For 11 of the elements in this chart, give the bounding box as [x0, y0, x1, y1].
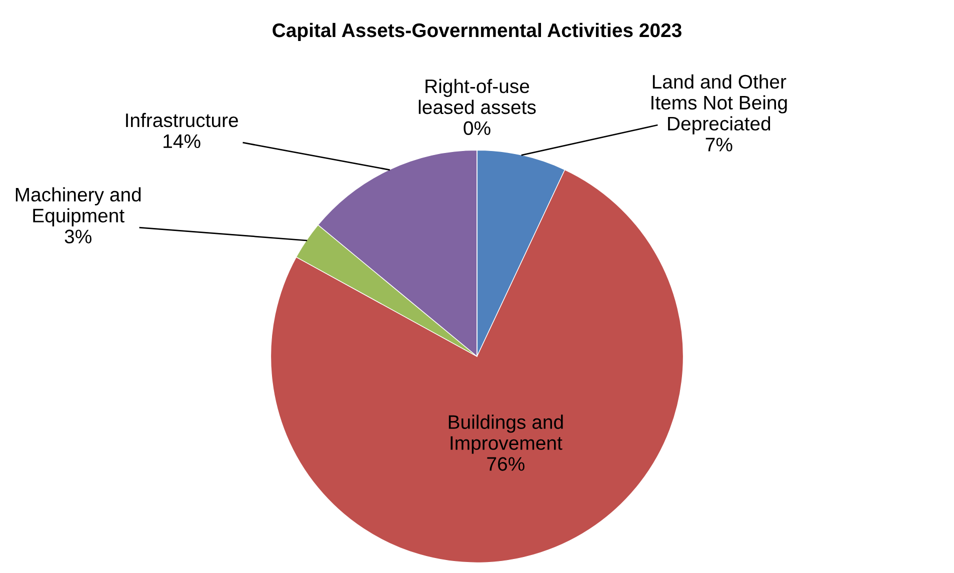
chart-title: Capital Assets-Governmental Activities 2023 [272, 22, 682, 42]
slice-label: Infrastructure [126, 112, 238, 128]
data-label: 7% [706, 138, 732, 152]
slice-label: Land and Other Items Not Being Depreciated [652, 74, 787, 134]
text: 0% [464, 121, 490, 136]
slice-label: Machinery and Equipment [16, 187, 141, 226]
data-label: 14% [164, 134, 200, 148]
slice-label: Buildings and Improvement [448, 414, 563, 454]
data-label: 3% [64, 230, 92, 244]
category-label: Right-of-use leased assets [418, 78, 536, 114]
data-label: 76% [487, 457, 524, 471]
